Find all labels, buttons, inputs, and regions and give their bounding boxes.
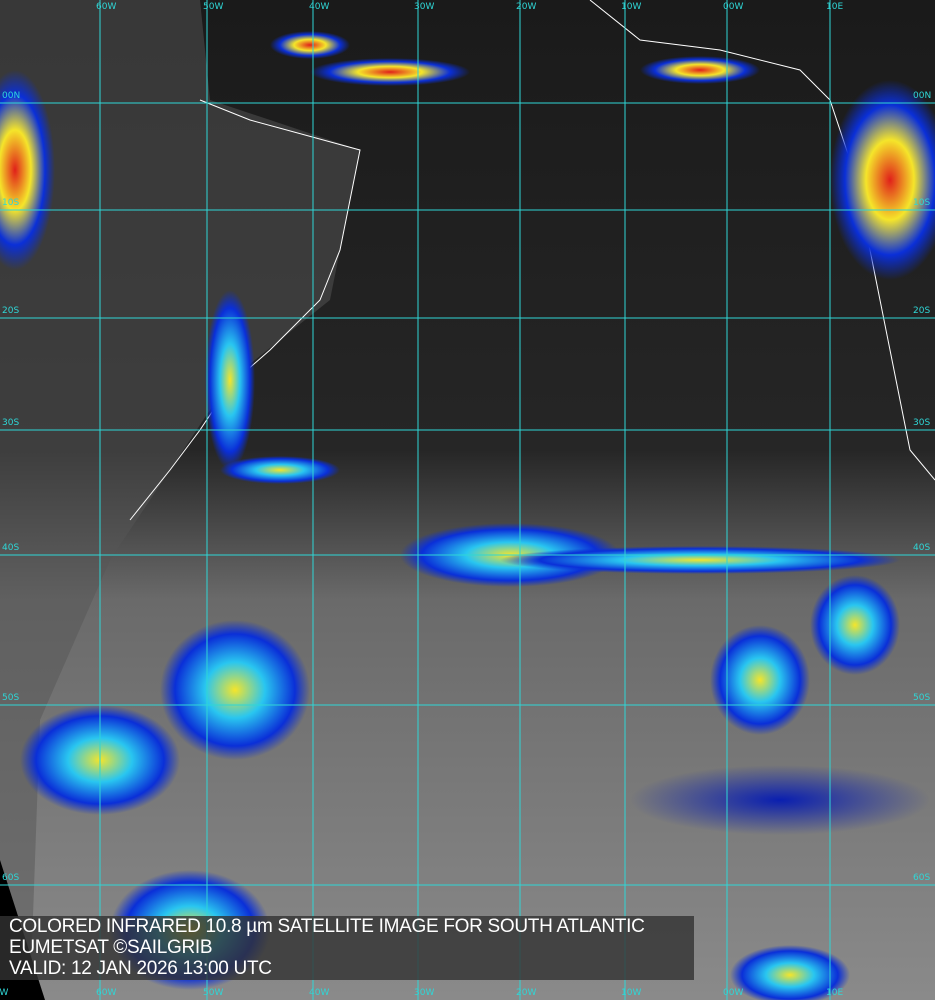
right-latitude-label: 20S: [913, 306, 931, 316]
coastline: [129, 99, 361, 521]
bottom-longitude-label: 40W: [309, 988, 330, 998]
top-longitude-label: 50W: [203, 2, 224, 12]
bottom-longitude-label: 00W: [723, 988, 744, 998]
bottom-longitude-label: 50W: [203, 988, 224, 998]
bottom-longitude-label: 70W: [0, 988, 9, 998]
bottom-longitude-label: 10E: [826, 988, 844, 998]
south-america-landmass: [0, 0, 360, 1000]
left-latitude-label: 50S: [2, 693, 20, 703]
caption-box: COLORED INFRARED 10.8 µm SATELLITE IMAGE…: [0, 916, 694, 980]
right-latitude-label: 60S: [913, 873, 931, 883]
left-latitude-label: 60S: [2, 873, 20, 883]
caption-valid-time: VALID: 12 JAN 2026 13:00 UTC: [9, 958, 272, 979]
bottom-longitude-label: 20W: [516, 988, 537, 998]
top-longitude-label: 10E: [826, 2, 844, 12]
cloud-systems: [0, 31, 935, 1000]
bottom-longitude-label: 10W: [621, 988, 642, 998]
top-longitude-label: 40W: [309, 2, 330, 12]
bottom-longitude-label: 60W: [96, 988, 117, 998]
top-longitude-label: 00W: [723, 2, 744, 12]
caption-credit: EUMETSAT ©SAILGRIB: [9, 937, 213, 958]
left-latitude-label: 40S: [2, 543, 20, 553]
right-latitude-label: 10S: [913, 198, 931, 208]
left-latitude-label: 20S: [2, 306, 20, 316]
top-longitude-label: 30W: [414, 2, 435, 12]
right-latitude-label: 50S: [913, 693, 931, 703]
caption-title: COLORED INFRARED 10.8 µm SATELLITE IMAGE…: [9, 916, 645, 937]
left-latitude-label: 30S: [2, 418, 20, 428]
right-latitude-label: 00N: [913, 91, 932, 101]
top-longitude-label: 10W: [621, 2, 642, 12]
top-longitude-label: 20W: [516, 2, 537, 12]
top-longitude-label: 60W: [96, 2, 117, 12]
left-latitude-label: 00N: [2, 91, 21, 101]
bottom-longitude-label: 30W: [414, 988, 435, 998]
left-latitude-label: 10S: [2, 198, 20, 208]
right-latitude-label: 30S: [913, 418, 931, 428]
right-latitude-label: 40S: [913, 543, 931, 553]
